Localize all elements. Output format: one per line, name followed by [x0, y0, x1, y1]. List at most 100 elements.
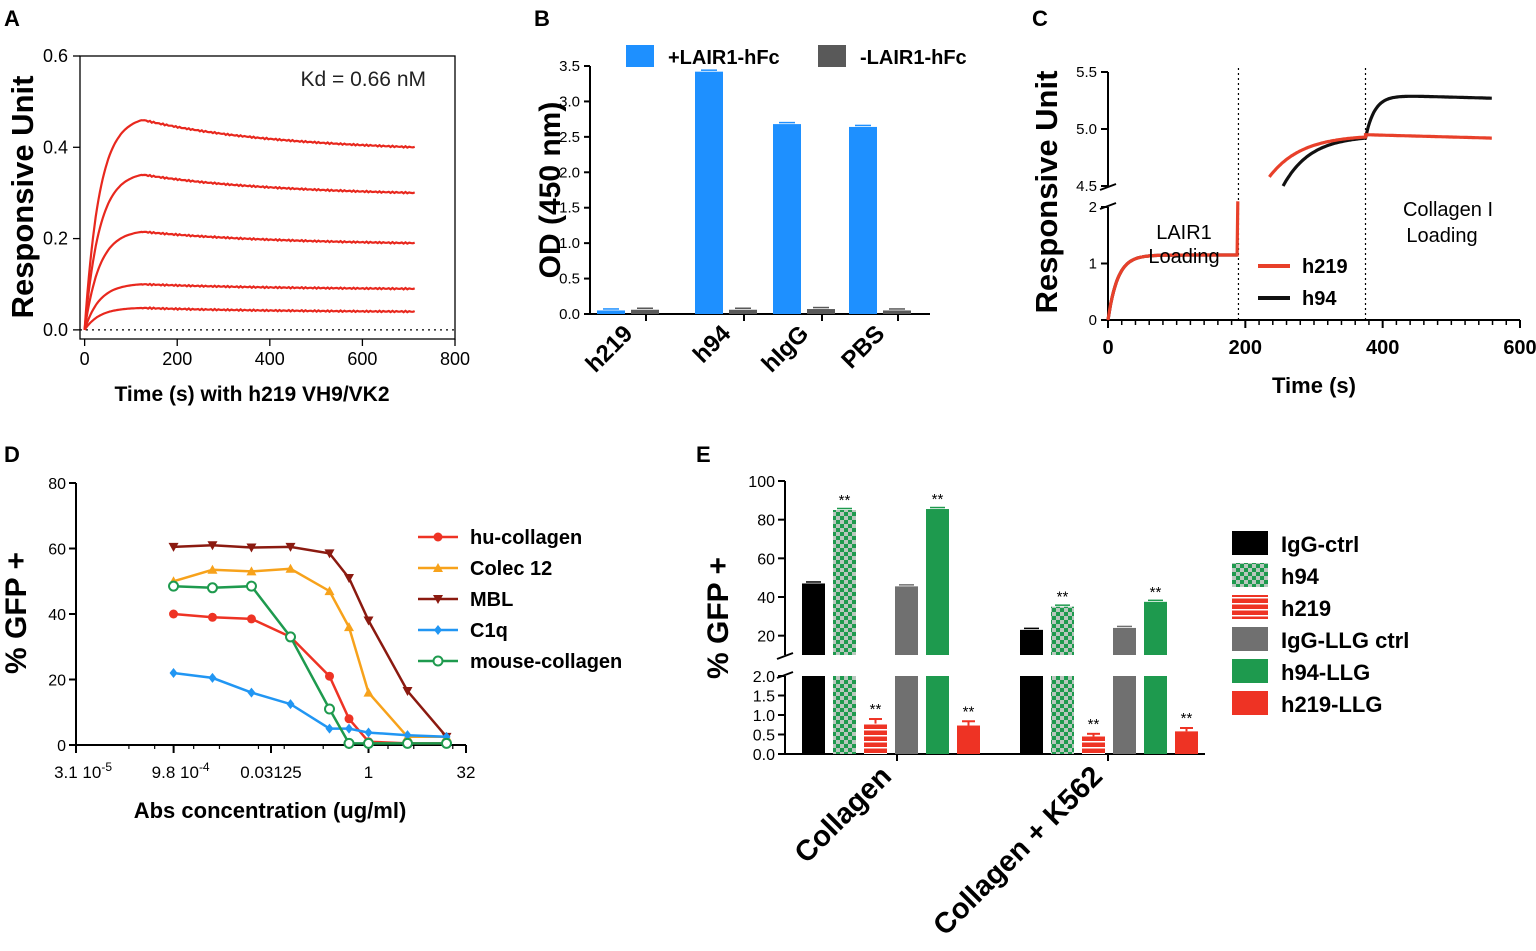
- point-C1q: [286, 699, 295, 710]
- panel-e-ylabel: % GFP +: [702, 557, 735, 679]
- bar-Collagen + K562-h94-LLG-lower: [1144, 676, 1167, 754]
- y-tick-label: 4.5: [1076, 178, 1097, 195]
- y-tick-label: 80: [757, 513, 775, 530]
- legend-label-h94: h94: [1281, 564, 1320, 589]
- panel-e-chart: 0.0 0.5 1.0 1.5 2.0 20 40 60 80 100 ** ** ** ** ** ** *…: [702, 474, 1409, 942]
- bar-Collagen + K562-IgG-LLG ctrl-lower: [1113, 676, 1136, 754]
- y-tick-label: 1.5: [753, 689, 775, 706]
- legend-label-mouse-collagen: mouse-collagen: [470, 651, 622, 673]
- y-tick-label: 1: [1089, 256, 1097, 273]
- bar-PBS-plus: [849, 126, 877, 315]
- x-tick-label: 400: [255, 349, 285, 369]
- legend-swatch-h94: [1232, 563, 1268, 587]
- panel-b-ylabel: OD (450 nm): [534, 102, 567, 279]
- bar-Collagen-h94-lower: [833, 676, 856, 754]
- panel-a-xlabel: Time (s) with h219 VH9/VK2: [114, 383, 389, 406]
- panel-c-xlabel: Time (s): [1272, 373, 1356, 398]
- x-tick-label: 400: [1366, 337, 1399, 359]
- bar-Collagen-IgG-LLG ctrl-upper: [895, 586, 918, 655]
- y-tick-label: 80: [48, 476, 66, 493]
- legend-label-h219-c: h219: [1302, 256, 1348, 278]
- legend-label-h219-LLG: h219-LLG: [1281, 692, 1382, 717]
- panel-d-xlabel: Abs concentration (ug/ml): [134, 798, 407, 823]
- x-tick-label: 0.03125: [240, 763, 301, 782]
- series-line-mouse-collagen: [173, 584, 447, 745]
- x-tick-label: 0: [1102, 337, 1113, 359]
- point-mouse-collagen: [363, 737, 375, 749]
- legend-label-Colec 12: Colec 12: [470, 558, 552, 580]
- sensorgram-c3: [83, 230, 416, 331]
- collagen-loading-label-1: Collagen I: [1403, 199, 1493, 221]
- y-tick-label: 1.5: [559, 200, 580, 217]
- y-tick-label: 60: [48, 542, 66, 559]
- bar-Collagen + K562-IgG-ctrl-upper: [1020, 629, 1043, 655]
- x-tick-label: 600: [347, 349, 377, 369]
- bar-h219-minus: [631, 309, 659, 314]
- legend-marker-C1q: [434, 625, 442, 635]
- point-Colec 12: [363, 687, 374, 697]
- point-MBL: [344, 573, 355, 583]
- significance-mark: **: [870, 701, 882, 718]
- legend-swatch-plus-lair1: [626, 45, 654, 67]
- point-hu-collagen: [169, 609, 179, 619]
- bar-hIgG-plus: [773, 124, 801, 314]
- y-tick-label: 2.0: [753, 669, 775, 686]
- legend-swatch-h94-LLG: [1232, 659, 1268, 683]
- legend-marker-mouse-collagen: [432, 655, 444, 667]
- panel-d-ylabel: % GFP +: [0, 552, 33, 674]
- category-label-h94: h94: [688, 320, 737, 369]
- point-C1q: [364, 727, 373, 738]
- significance-mark: **: [1088, 716, 1100, 733]
- point-C1q: [169, 667, 178, 678]
- bar-h94-plus: [695, 71, 723, 314]
- panel-c-chart: 0 200 400 600 0 1 2 4.5 5.0 5.5 LAIR1 Loading Col…: [1029, 64, 1536, 398]
- point-C1q: [403, 730, 412, 741]
- bar-Collagen + K562-h94-lower: [1051, 676, 1074, 754]
- point-C1q: [325, 723, 334, 734]
- series-line-MBL: [173, 543, 448, 738]
- y-tick-label: 0.4: [43, 137, 68, 157]
- legend-label-h94-c: h94: [1302, 288, 1337, 310]
- legend-swatch-IgG-LLG ctrl: [1232, 627, 1268, 651]
- legend-label-h94-LLG: h94-LLG: [1281, 660, 1370, 685]
- panel-label-a: A: [4, 6, 20, 31]
- x-tick-label: 3.1 10-5: [54, 760, 112, 782]
- sensorgram-c4: [83, 282, 416, 331]
- significance-mark: **: [1150, 584, 1162, 601]
- y-tick-label: 3.0: [559, 93, 580, 110]
- legend-label-C1q: C1q: [470, 620, 508, 642]
- point-Colec 12: [344, 622, 355, 632]
- point-hu-collagen: [246, 614, 256, 624]
- legend-marker-MBL: [433, 595, 443, 604]
- x-tick-label: 32: [457, 763, 476, 782]
- bar-Collagen-h219: [864, 723, 887, 754]
- y-tick-label: 60: [757, 551, 775, 568]
- collagen-loading-label-2: Loading: [1406, 225, 1477, 247]
- bar-Collagen-h94-upper: [833, 510, 856, 655]
- bar-Collagen-IgG-LLG ctrl-lower: [895, 676, 918, 754]
- significance-mark: **: [932, 491, 944, 508]
- legend-swatch-h219: [1232, 595, 1268, 619]
- trace-h219-collagen-phase: [1268, 133, 1492, 178]
- legend-label-plus-lair1: +LAIR1-hFc: [668, 47, 780, 69]
- bar-PBS-minus: [883, 310, 911, 314]
- legend-swatch-IgG-ctrl: [1232, 531, 1268, 555]
- point-C1q: [345, 723, 354, 734]
- x-tick-label: 9.8 10-4: [152, 760, 210, 782]
- point-mouse-collagen: [245, 580, 257, 592]
- bar-Collagen-h94-LLG-upper: [926, 509, 949, 655]
- point-mouse-collagen: [324, 703, 336, 715]
- y-tick-label: 0.5: [559, 271, 580, 288]
- bar-Collagen-h219-LLG: [957, 725, 980, 754]
- panel-d-chart: 0 20 40 60 80 3.1 10-5 9.8 10-4 0.03125 1 32 hu-c…: [0, 476, 622, 823]
- y-tick-label: 0.0: [753, 747, 775, 764]
- y-tick-label: 2: [1089, 199, 1097, 216]
- point-mouse-collagen: [402, 737, 414, 749]
- y-tick-label: 40: [757, 590, 775, 607]
- y-tick-label: 0: [1089, 312, 1097, 329]
- x-tick-label: 1: [364, 763, 373, 782]
- y-tick-label: 0.0: [43, 320, 68, 340]
- panel-label-d: D: [4, 442, 20, 467]
- y-tick-label: 100: [748, 474, 775, 491]
- bar-Collagen + K562-h219: [1082, 736, 1105, 754]
